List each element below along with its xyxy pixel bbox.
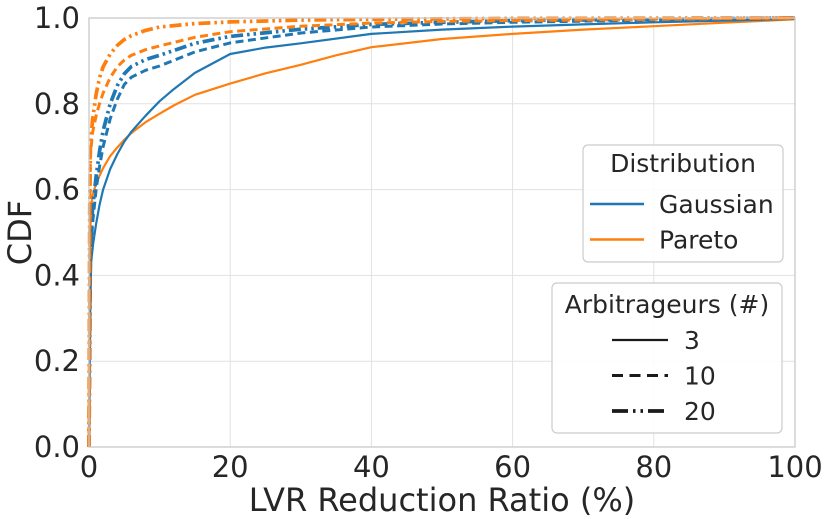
y-tick-label: 0.6: [34, 173, 80, 207]
legend-box: [551, 282, 783, 434]
legend-entry-label: Pareto: [659, 226, 738, 255]
y-tick-label: 0.8: [34, 87, 80, 121]
x-tick-label: 0: [80, 450, 98, 484]
curves: [87, 16, 796, 448]
x-tick-label: 100: [767, 450, 822, 484]
series-pareto-20: [87, 16, 796, 448]
x-tick-label: 60: [494, 450, 531, 484]
y-tick-labels: 0.0 0.2 0.4 0.6 0.8 1.0: [34, 1, 80, 464]
legend-entry-label: 20: [684, 397, 716, 426]
x-tick-label: 40: [353, 450, 390, 484]
legend-entry-label: Gaussian: [659, 190, 774, 219]
legend-title: Distribution: [610, 149, 756, 178]
axes-spines: [88, 17, 796, 448]
y-axis-label: CDF: [1, 200, 39, 265]
x-tick-label: 20: [212, 450, 249, 484]
series-gaussian-3: [87, 17, 796, 448]
legend-distribution: Distribution Gaussian Pareto: [582, 144, 784, 263]
legend-box: [582, 144, 784, 263]
x-axis-label: LVR Reduction Ratio (%): [249, 481, 635, 519]
y-tick-label: 0.4: [34, 258, 80, 292]
y-tick-label: 0.2: [34, 344, 80, 378]
legend-arbitrageurs: Arbitrageurs (#) 3 10 20: [551, 282, 783, 434]
x-tick-labels: 0 20 40 60 80 100: [80, 450, 823, 484]
y-tick-label: 0.0: [34, 430, 80, 464]
legend-entry-label: 10: [684, 362, 716, 391]
x-tick-label: 80: [635, 450, 672, 484]
legend-title: Arbitrageurs (#): [565, 290, 769, 319]
legend-entry-label: 3: [684, 326, 700, 355]
y-tick-label: 1.0: [34, 1, 80, 35]
